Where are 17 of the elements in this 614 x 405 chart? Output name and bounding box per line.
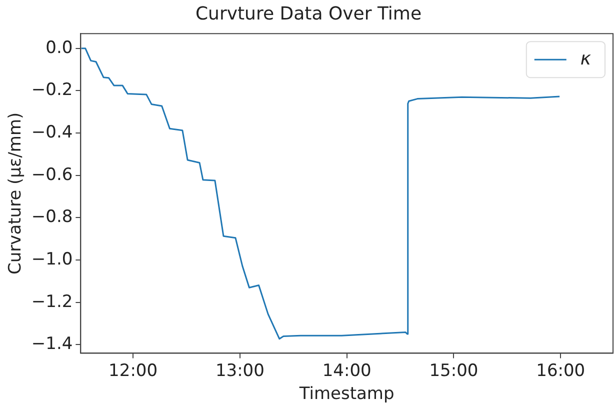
legend-label: κ bbox=[580, 48, 592, 70]
x-tick-label: 12:00 bbox=[108, 360, 158, 381]
y-tick-label: −1.0 bbox=[31, 249, 73, 270]
x-tick-label: 14:00 bbox=[322, 360, 372, 381]
x-tick-label: 13:00 bbox=[215, 360, 264, 381]
chart-title: Curvture Data Over Time bbox=[195, 3, 422, 24]
y-tick-label: −0.4 bbox=[31, 122, 73, 142]
y-axis-title: Curvature (με/mm) bbox=[6, 112, 26, 274]
y-tick-label: −1.2 bbox=[31, 292, 73, 312]
y-tick-label: −0.2 bbox=[31, 80, 73, 100]
y-tick-label: −1.4 bbox=[31, 334, 73, 354]
x-tick-label: 16:00 bbox=[536, 360, 586, 381]
y-tick-label: −0.8 bbox=[31, 207, 73, 228]
x-tick-label: 15:00 bbox=[429, 360, 478, 381]
x-axis-title: Timestamp bbox=[298, 384, 394, 404]
y-tick-label: 0.0 bbox=[46, 38, 73, 58]
y-tick-label: −0.6 bbox=[31, 164, 73, 185]
